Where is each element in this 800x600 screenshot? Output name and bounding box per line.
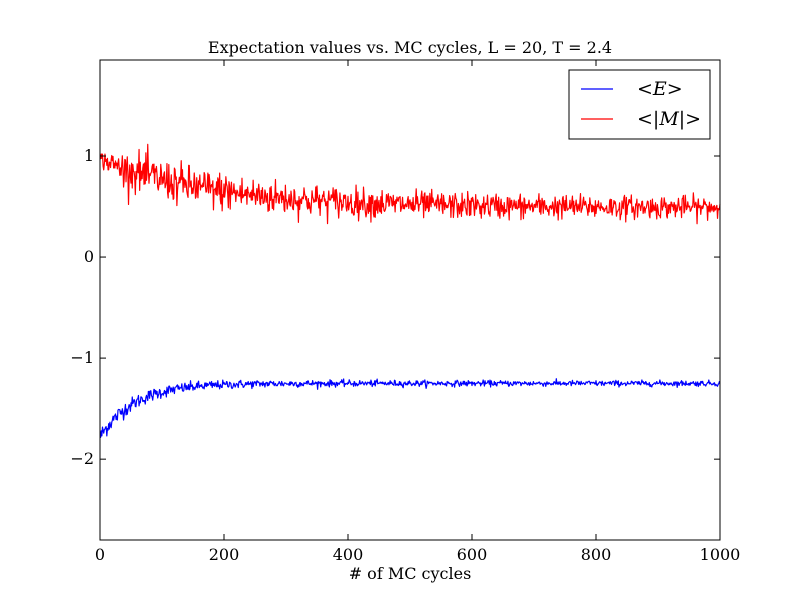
x-tick-label-1: 200 (209, 545, 240, 564)
x-tick-label-0: 0 (95, 545, 105, 564)
series-line-1 (99, 143, 721, 225)
plot-frame (99, 59, 721, 541)
axes-area (99, 59, 721, 541)
series-layer (99, 143, 721, 438)
y-tick-label-2: 0 (84, 247, 94, 266)
x-axis-label: # of MC cycles (349, 564, 472, 583)
legend-box (568, 69, 711, 140)
x-tick-label-2: 400 (333, 545, 364, 564)
legend-label-0: <E> (637, 78, 683, 100)
legend-label-1: <|M|> (637, 108, 701, 130)
series-line-0 (99, 378, 721, 438)
y-tick-label-3: 1 (84, 146, 94, 165)
x-tick-label-4: 800 (581, 545, 612, 564)
legend: <E> <|M|> (568, 69, 711, 140)
x-tick-label-5: 1000 (700, 545, 741, 564)
chart-title: Expectation values vs. MC cycles, L = 20… (208, 38, 612, 57)
x-tick-label-3: 600 (457, 545, 488, 564)
ticks-layer: 0 200 400 600 800 1000 −2 −1 0 1 (70, 60, 740, 564)
y-tick-label-1: −1 (70, 348, 94, 367)
y-tick-label-0: −2 (70, 449, 94, 468)
